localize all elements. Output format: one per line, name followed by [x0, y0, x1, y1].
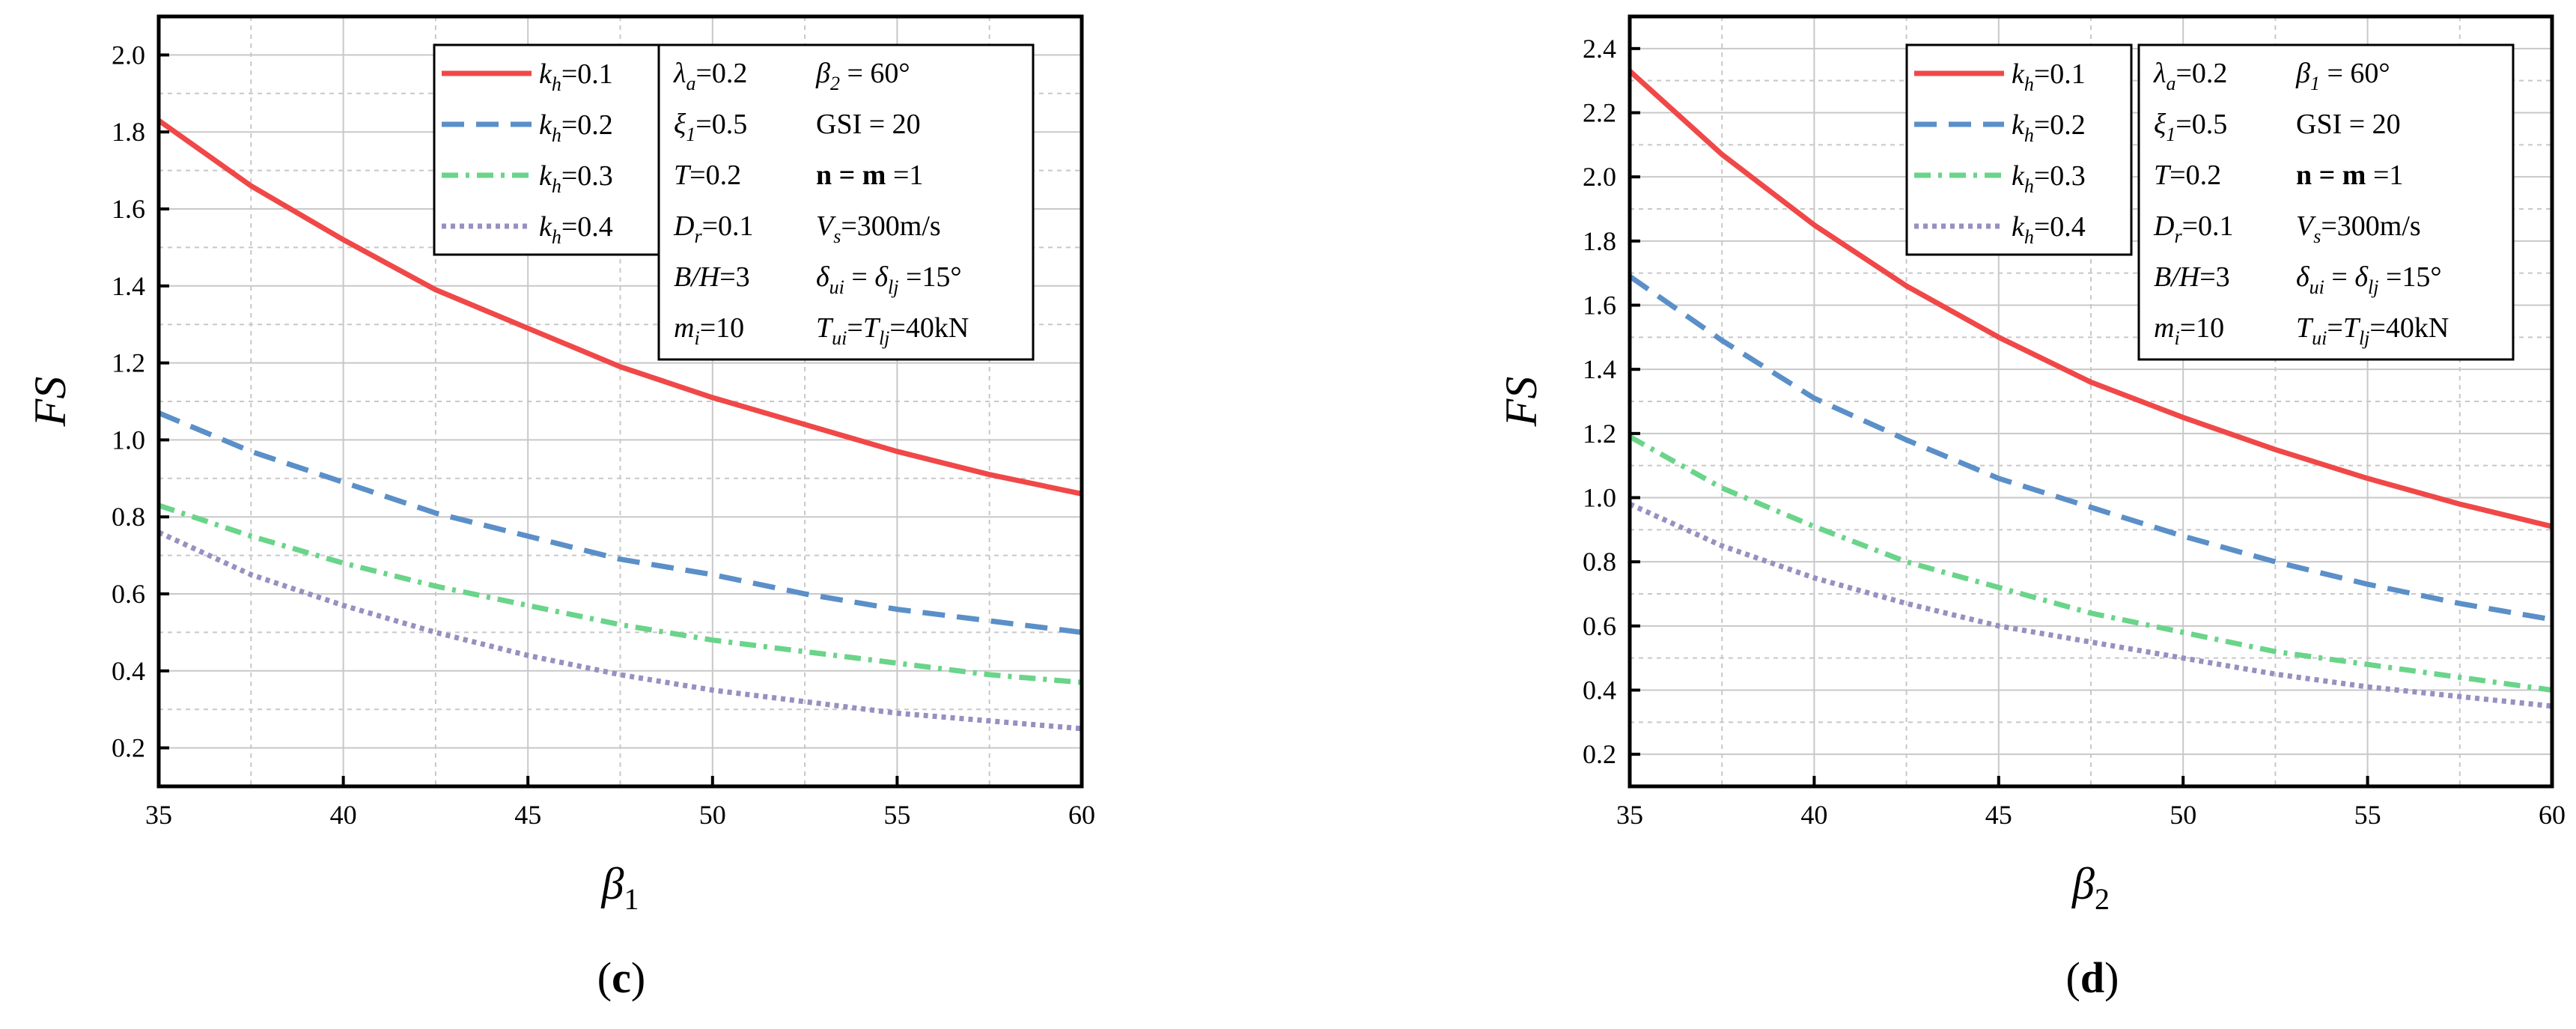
- parameter-text: ξ1=0.5: [674, 109, 747, 145]
- parameter-text: mi=10: [674, 312, 744, 349]
- parameter-text: Vs=300m/s: [2296, 210, 2421, 247]
- parameter-text: δui = δlj =15°: [2296, 261, 2442, 298]
- panel-label: (c): [597, 953, 645, 1002]
- parameter-text: GSI = 20: [816, 109, 921, 140]
- y-tick-label: 1.2: [112, 348, 145, 378]
- y-tick-label: 1.8: [1583, 226, 1616, 256]
- y-tick-label: 2.0: [112, 40, 145, 70]
- legend-entry-label: kh=0.1: [539, 58, 613, 95]
- legend-entry-label: kh=0.3: [2012, 160, 2086, 197]
- parameter-text: Dr=0.1: [673, 210, 754, 247]
- parameter-text: GSI = 20: [2296, 109, 2401, 140]
- legend-entry-label: kh=0.3: [539, 160, 613, 197]
- parameter-text: Vs=300m/s: [816, 210, 941, 247]
- y-tick-label: 0.6: [1583, 611, 1616, 641]
- parameter-text: n = m =1: [2296, 160, 2403, 191]
- legend-entry-label: kh=0.4: [539, 211, 613, 248]
- y-tick-label: 1.0: [112, 425, 145, 455]
- series-line-kh-0_3: [1628, 434, 2553, 693]
- series-line-kh-0_1: [156, 118, 1083, 497]
- y-tick-label: 0.8: [1583, 547, 1616, 577]
- legend-entry-label: kh=0.4: [2012, 211, 2086, 248]
- x-tick-label: 35: [1616, 800, 1643, 830]
- parameter-text: β1 = 60°: [2295, 58, 2390, 94]
- x-tick-label: 40: [1800, 800, 1827, 830]
- legend-entry-label: kh=0.2: [539, 109, 613, 146]
- y-tick-label: 0.6: [112, 579, 145, 609]
- parameter-text: ξ1=0.5: [2154, 109, 2227, 145]
- series-line-kh-0_2: [157, 410, 1083, 635]
- x-axis-label: β2: [2071, 859, 2110, 916]
- legend: kh=0.1 kh=0.2 kh=0.3 kh=0.4: [433, 43, 660, 256]
- parameter-text: Tui=Tlj=40kN: [2296, 312, 2449, 349]
- series-line-kh-0_4: [1628, 501, 2553, 709]
- series-line-kh-0_1: [1627, 69, 2553, 529]
- parameter-text: λa=0.2: [673, 58, 747, 94]
- y-axis-label: FS: [1496, 377, 1546, 428]
- y-tick-label: 1.4: [1583, 354, 1616, 384]
- x-tick-label: 45: [514, 800, 541, 830]
- y-tick-label: 0.4: [1583, 676, 1616, 705]
- legend: kh=0.1 kh=0.2 kh=0.3 kh=0.4: [1905, 43, 2133, 256]
- parameter-box: λa=0.2 β2 = 60° ξ1=0.5 GSI = 20 T=0.2 n = m =…: [657, 43, 1035, 361]
- parameter-text: Dr=0.1: [2153, 210, 2234, 247]
- legend-box: [433, 43, 660, 256]
- y-tick-label: 1.0: [1583, 483, 1616, 513]
- parameter-text: mi=10: [2154, 312, 2224, 349]
- parameter-text: T=0.2: [2154, 160, 2221, 191]
- y-tick-label: 0.2: [112, 733, 145, 763]
- y-tick-label: 2.0: [1583, 162, 1616, 192]
- y-tick-label: 0.2: [1583, 739, 1616, 769]
- legend-box: [1905, 43, 2133, 256]
- y-tick-label: 2.2: [1583, 98, 1616, 128]
- series-line-kh-0_4: [157, 529, 1083, 732]
- y-tick-label: 2.4: [1583, 34, 1616, 64]
- parameter-text: Tui=Tlj=40kN: [816, 312, 969, 349]
- x-tick-label: 55: [883, 800, 910, 830]
- y-tick-label: 0.4: [112, 656, 145, 686]
- parameter-text: β2 = 60°: [815, 58, 910, 94]
- parameter-text: B/H=3: [674, 261, 750, 293]
- parameter-text: λa=0.2: [2153, 58, 2227, 94]
- y-tick-label: 1.8: [112, 117, 145, 147]
- y-tick-label: 0.8: [112, 502, 145, 532]
- x-tick-label: 60: [1068, 800, 1095, 830]
- plot-frame: [156, 14, 1084, 789]
- x-tick-label: 60: [2539, 800, 2566, 830]
- chart-panel-d: 35 40 45 50 55 60 0.2 0.4 0.6 0.8 1.0 1.2 1.4 1.6 1.8 2…: [1496, 14, 2566, 1002]
- x-tick-label: 40: [330, 800, 357, 830]
- y-tick-label: 1.4: [112, 271, 145, 301]
- x-tick-label: 50: [699, 800, 726, 830]
- x-tick-label: 55: [2354, 800, 2381, 830]
- x-tick-label: 45: [1985, 800, 2012, 830]
- y-axis-label: FS: [25, 377, 75, 428]
- series-line-kh-0_2: [1628, 274, 2553, 622]
- y-tick-label: 1.6: [112, 194, 145, 224]
- parameter-box-frame: [657, 43, 1035, 361]
- series-line-kh-0_3: [157, 503, 1083, 685]
- parameter-text: T=0.2: [674, 160, 741, 191]
- plot-frame: [1627, 14, 2554, 789]
- legend-entry-label: kh=0.1: [2012, 58, 2086, 95]
- x-axis-label: β1: [601, 859, 639, 916]
- parameter-text: B/H=3: [2154, 261, 2230, 293]
- parameter-text: δui = δlj =15°: [816, 261, 962, 298]
- x-tick-label: 35: [145, 800, 172, 830]
- y-tick-label: 1.6: [1583, 291, 1616, 321]
- parameter-box-frame: [2137, 43, 2515, 361]
- legend-entry-label: kh=0.2: [2012, 109, 2086, 146]
- parameter-box: λa=0.2 β1 = 60° ξ1=0.5 GSI = 20 T=0.2 n = m =…: [2137, 43, 2515, 361]
- parameter-text: n = m =1: [816, 160, 923, 191]
- chart-panel-c: 35 40 45 50 55 60 0.2 0.4 0.6 0.8 1.0 1.2 1.4 1.6 1.8 2…: [25, 14, 1095, 1002]
- panel-label: (d): [2066, 953, 2119, 1002]
- y-tick-label: 1.2: [1583, 419, 1616, 449]
- x-tick-label: 50: [2169, 800, 2196, 830]
